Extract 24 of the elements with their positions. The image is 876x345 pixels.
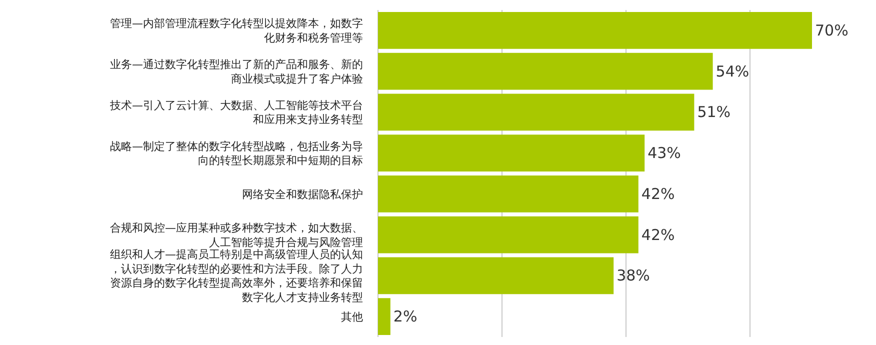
data-label: 2%: [393, 308, 418, 326]
data-label: 38%: [616, 266, 650, 285]
bar: [378, 12, 812, 49]
bar: [378, 176, 638, 212]
y-tick-label: 组织和人才—提高员工特别是中高级管理人员的认知，认识到数字化转型的必要性和方法手段。除了人力资源自身的数字化转型提高效率外，还要培养和保留数字化人才支持业务转型: [110, 248, 363, 304]
data-label: 42%: [641, 184, 675, 203]
bar: [378, 52, 713, 90]
data-label: 42%: [641, 226, 675, 244]
data-label: 51%: [697, 103, 731, 122]
y-tick-label: 合规和风控—应用某种或多种数字技术，如大数据、人工智能等提升合规与风险管理: [110, 222, 363, 249]
y-tick-label: 战略—制定了整体的数字化转型战略，包括业务为导向的转型长期愿景和中短期的目标: [110, 140, 363, 168]
bar: [378, 298, 390, 335]
bar: [378, 134, 645, 172]
y-tick-label: 管理—内部管理流程数字化转型以提效降本，如数字化财务和税务管理等: [110, 17, 363, 44]
data-label: 70%: [815, 21, 848, 40]
y-tick-label: 技术—引入了云计算、大数据、人工智能等技术平台和应用来支持业务转型: [109, 98, 363, 126]
y-tick-label: 业务—通过数字化转型推出了新的产品和服务、新的商业模式或提升了客户体验: [110, 58, 363, 86]
bar: [378, 216, 638, 254]
bar: [378, 257, 614, 294]
data-label: 43%: [648, 144, 681, 162]
y-tick-label: 网络安全和数据隐私保护: [242, 188, 363, 201]
bar: [378, 94, 694, 131]
y-tick-label: 其他: [341, 310, 363, 324]
data-label: 54%: [716, 62, 750, 80]
